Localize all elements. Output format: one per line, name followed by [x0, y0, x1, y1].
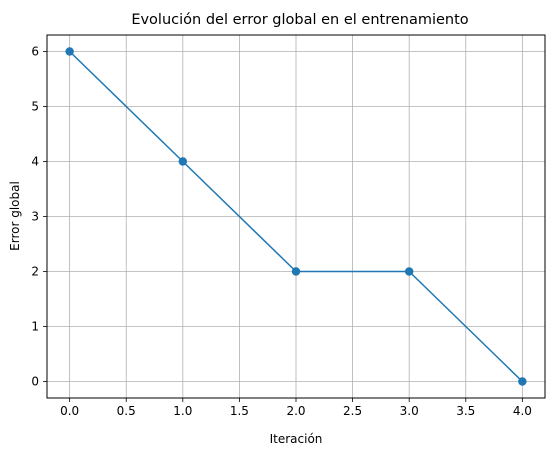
- chart-title: Evolución del error global en el entrena…: [131, 12, 468, 28]
- y-axis-label: Error global: [8, 181, 22, 251]
- y-tick-label: 6: [31, 45, 39, 59]
- x-tick-label: 4.0: [513, 404, 532, 418]
- x-tick-label: 3.5: [456, 404, 475, 418]
- y-tick-label: 1: [31, 320, 39, 334]
- x-tick-label: 2.0: [286, 404, 305, 418]
- x-axis-label: Iteración: [270, 432, 323, 446]
- y-axis: 0 1 2 3 4 5 6: [31, 45, 47, 389]
- y-tick-label: 2: [31, 265, 39, 279]
- x-tick-label: 3.0: [400, 404, 419, 418]
- x-tick-label: 0.5: [117, 404, 136, 418]
- y-tick-label: 0: [31, 375, 39, 389]
- y-tick-label: 4: [31, 155, 39, 169]
- data-point: [404, 267, 414, 276]
- y-tick-label: 3: [31, 210, 39, 224]
- x-tick-label: 0.0: [60, 404, 79, 418]
- series-layer: [65, 47, 527, 386]
- data-point: [178, 157, 188, 166]
- x-axis: 0.0 0.5 1.0 1.5 2.0 2.5 3.0 3.5 4.0: [60, 398, 532, 418]
- grid: [47, 35, 545, 398]
- x-tick-label: 1.0: [173, 404, 192, 418]
- data-point: [518, 377, 527, 386]
- y-tick-label: 5: [31, 100, 39, 114]
- data-point: [65, 47, 74, 56]
- data-point: [291, 267, 301, 276]
- x-tick-label: 1.5: [230, 404, 249, 418]
- x-tick-label: 2.5: [343, 404, 362, 418]
